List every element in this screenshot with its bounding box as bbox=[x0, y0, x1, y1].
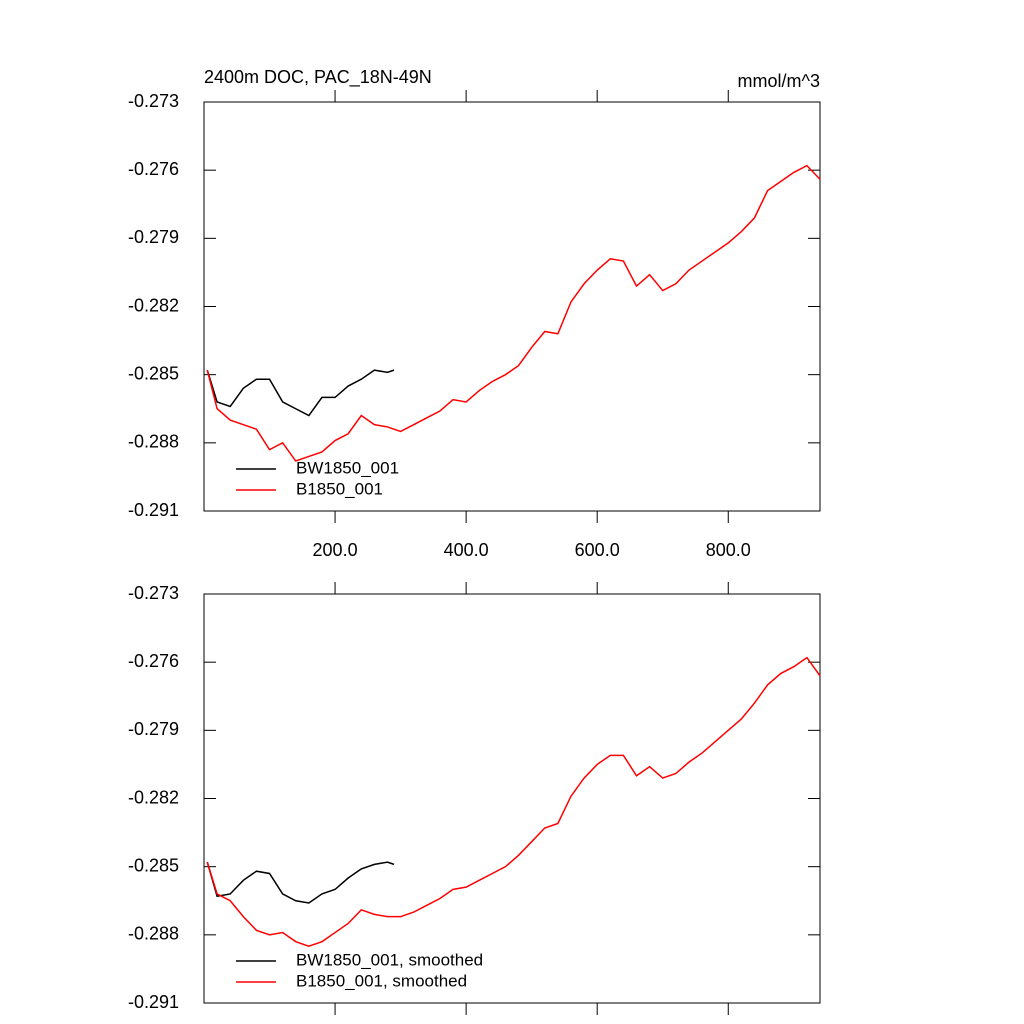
y-tick-label: -0.285 bbox=[128, 363, 179, 383]
x-tick-label: 400.0 bbox=[444, 540, 489, 560]
y-tick-label: -0.288 bbox=[128, 432, 179, 452]
y-tick-label: -0.288 bbox=[128, 924, 179, 944]
x-tick-label: 800.0 bbox=[706, 540, 751, 560]
y-tick-label: -0.282 bbox=[128, 295, 179, 315]
x-tick-label: 600.0 bbox=[575, 540, 620, 560]
chart-title: 2400m DOC, PAC_18N-49N bbox=[204, 67, 432, 88]
legend-label: BW1850_001, smoothed bbox=[296, 950, 483, 969]
legend-label: B1850_001 bbox=[296, 479, 383, 498]
y-tick-label: -0.276 bbox=[128, 651, 179, 671]
plot-frame bbox=[203, 101, 821, 512]
y-tick-label: -0.279 bbox=[128, 227, 179, 247]
legend-label: B1850_001, smoothed bbox=[296, 971, 467, 990]
series-line bbox=[206, 861, 395, 904]
series-line bbox=[206, 656, 821, 947]
y-tick-label: -0.276 bbox=[128, 159, 179, 179]
y-tick-label: -0.282 bbox=[128, 787, 179, 807]
y-tick-label: -0.285 bbox=[128, 855, 179, 875]
y-tick-label: -0.279 bbox=[128, 719, 179, 739]
x-tick-label: 200.0 bbox=[313, 540, 358, 560]
series-line bbox=[206, 369, 395, 417]
series-line bbox=[206, 164, 821, 462]
y-tick-label: -0.291 bbox=[128, 992, 179, 1012]
legend-label: BW1850_001 bbox=[296, 458, 399, 477]
units-label: mmol/m^3 bbox=[738, 71, 820, 91]
y-tick-label: -0.291 bbox=[128, 500, 179, 520]
y-tick-label: -0.273 bbox=[128, 91, 179, 111]
y-tick-label: -0.273 bbox=[128, 583, 179, 603]
